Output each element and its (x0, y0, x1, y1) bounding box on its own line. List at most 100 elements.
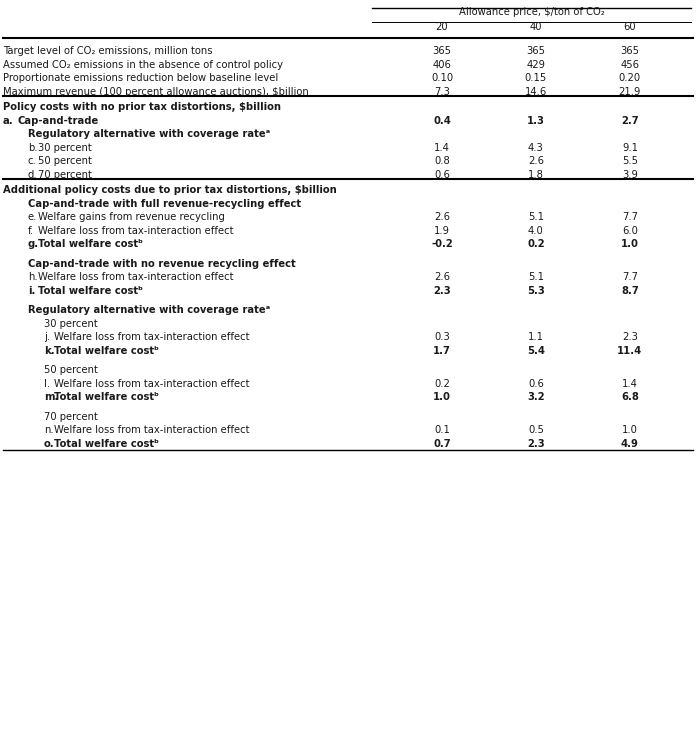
Text: Regulatory alternative with coverage rateᵃ: Regulatory alternative with coverage rat… (28, 306, 270, 315)
Text: 4.3: 4.3 (528, 143, 544, 153)
Text: Total welfare costᵇ: Total welfare costᵇ (38, 286, 143, 296)
Text: 5.1: 5.1 (528, 213, 544, 222)
Text: Cap-and-trade with no revenue recycling effect: Cap-and-trade with no revenue recycling … (28, 259, 296, 269)
Text: f.: f. (28, 226, 34, 236)
Text: 456: 456 (620, 60, 640, 70)
Text: m.: m. (44, 392, 58, 402)
Text: Assumed CO₂ emissions in the absence of control policy: Assumed CO₂ emissions in the absence of … (3, 60, 283, 70)
Text: 365: 365 (432, 46, 452, 56)
Text: 5.1: 5.1 (528, 273, 544, 282)
Text: 40: 40 (530, 22, 542, 32)
Text: Welfare loss from tax-interaction effect: Welfare loss from tax-interaction effect (38, 226, 233, 236)
Text: -0.2: -0.2 (431, 240, 453, 249)
Text: b.: b. (28, 143, 38, 153)
Text: Welfare loss from tax-interaction effect: Welfare loss from tax-interaction effect (54, 425, 249, 435)
Text: 30 percent: 30 percent (44, 319, 97, 329)
Text: Proportionate emissions reduction below baseline level: Proportionate emissions reduction below … (3, 73, 278, 84)
Text: 20: 20 (436, 22, 448, 32)
Text: 365: 365 (526, 46, 546, 56)
Text: 2.6: 2.6 (528, 156, 544, 166)
Text: d.: d. (28, 170, 38, 180)
Text: 5.5: 5.5 (622, 156, 638, 166)
Text: h.: h. (28, 273, 38, 282)
Text: 2.6: 2.6 (434, 273, 450, 282)
Text: 0.5: 0.5 (528, 425, 544, 435)
Text: 0.15: 0.15 (525, 73, 547, 84)
Text: Total welfare costᵇ: Total welfare costᵇ (38, 240, 143, 249)
Text: 11.4: 11.4 (617, 346, 642, 356)
Text: Maximum revenue (100 percent allowance auctions), $billion: Maximum revenue (100 percent allowance a… (3, 87, 309, 97)
Text: 2.3: 2.3 (622, 333, 638, 342)
Text: 1.0: 1.0 (433, 392, 451, 402)
Text: i.: i. (28, 286, 35, 296)
Text: 50 percent: 50 percent (38, 156, 92, 166)
Text: 6.0: 6.0 (622, 226, 638, 236)
Text: o.: o. (44, 439, 54, 449)
Text: 0.8: 0.8 (434, 156, 450, 166)
Text: 0.1: 0.1 (434, 425, 450, 435)
Text: 9.1: 9.1 (622, 143, 638, 153)
Text: 8.7: 8.7 (621, 286, 639, 296)
Text: 1.8: 1.8 (528, 170, 544, 180)
Text: 60: 60 (624, 22, 636, 32)
Text: 70 percent: 70 percent (44, 412, 98, 422)
Text: 4.9: 4.9 (621, 439, 639, 449)
Text: 0.3: 0.3 (434, 333, 450, 342)
Text: 0.10: 0.10 (431, 73, 453, 84)
Text: 30 percent: 30 percent (38, 143, 92, 153)
Text: Welfare loss from tax-interaction effect: Welfare loss from tax-interaction effect (38, 273, 233, 282)
Text: 0.7: 0.7 (433, 439, 451, 449)
Text: 0.6: 0.6 (434, 170, 450, 180)
Text: 5.3: 5.3 (527, 286, 545, 296)
Text: 406: 406 (432, 60, 452, 70)
Text: 365: 365 (620, 46, 640, 56)
Text: 7.7: 7.7 (622, 273, 638, 282)
Text: 1.0: 1.0 (621, 240, 639, 249)
Text: 0.20: 0.20 (619, 73, 641, 84)
Text: 0.6: 0.6 (528, 379, 544, 389)
Text: a.: a. (3, 116, 14, 126)
Text: Welfare loss from tax-interaction effect: Welfare loss from tax-interaction effect (54, 333, 249, 342)
Text: Allowance price, $/ton of CO₂: Allowance price, $/ton of CO₂ (459, 7, 605, 17)
Text: Total welfare costᵇ: Total welfare costᵇ (54, 439, 159, 449)
Text: 0.2: 0.2 (434, 379, 450, 389)
Text: g.: g. (28, 240, 39, 249)
Text: 2.7: 2.7 (621, 116, 639, 126)
Text: 1.7: 1.7 (433, 346, 451, 356)
Text: 2.6: 2.6 (434, 213, 450, 222)
Text: 14.6: 14.6 (525, 87, 547, 97)
Text: Total welfare costᵇ: Total welfare costᵇ (54, 346, 159, 356)
Text: Target level of CO₂ emissions, million tons: Target level of CO₂ emissions, million t… (3, 46, 212, 56)
Text: 4.0: 4.0 (528, 226, 544, 236)
Text: Policy costs with no prior tax distortions, $billion: Policy costs with no prior tax distortio… (3, 103, 281, 112)
Text: 429: 429 (526, 60, 546, 70)
Text: Cap-and-trade with full revenue-recycling effect: Cap-and-trade with full revenue-recyclin… (28, 199, 301, 209)
Text: 1.4: 1.4 (622, 379, 638, 389)
Text: 3.9: 3.9 (622, 170, 638, 180)
Text: 5.4: 5.4 (527, 346, 545, 356)
Text: e.: e. (28, 213, 38, 222)
Text: Regulatory alternative with coverage rateᵃ: Regulatory alternative with coverage rat… (28, 130, 270, 139)
Text: 7.7: 7.7 (622, 213, 638, 222)
Text: k.: k. (44, 346, 54, 356)
Text: 0.4: 0.4 (433, 116, 451, 126)
Text: 1.4: 1.4 (434, 143, 450, 153)
Text: 2.3: 2.3 (433, 286, 451, 296)
Text: Additional policy costs due to prior tax distortions, $billion: Additional policy costs due to prior tax… (3, 185, 337, 196)
Text: 1.1: 1.1 (528, 333, 544, 342)
Text: Total welfare costᵇ: Total welfare costᵇ (54, 392, 159, 402)
Text: n.: n. (44, 425, 54, 435)
Text: 1.9: 1.9 (434, 226, 450, 236)
Text: 2.3: 2.3 (527, 439, 545, 449)
Text: Welfare gains from revenue recycling: Welfare gains from revenue recycling (38, 213, 225, 222)
Text: 1.3: 1.3 (527, 116, 545, 126)
Text: Welfare loss from tax-interaction effect: Welfare loss from tax-interaction effect (54, 379, 249, 389)
Text: j.: j. (44, 333, 50, 342)
Text: 21.9: 21.9 (619, 87, 641, 97)
Text: 50 percent: 50 percent (44, 366, 98, 375)
Text: 1.0: 1.0 (622, 425, 638, 435)
Text: 3.2: 3.2 (527, 392, 545, 402)
Text: 0.2: 0.2 (527, 240, 545, 249)
Text: l.: l. (44, 379, 50, 389)
Text: c.: c. (28, 156, 37, 166)
